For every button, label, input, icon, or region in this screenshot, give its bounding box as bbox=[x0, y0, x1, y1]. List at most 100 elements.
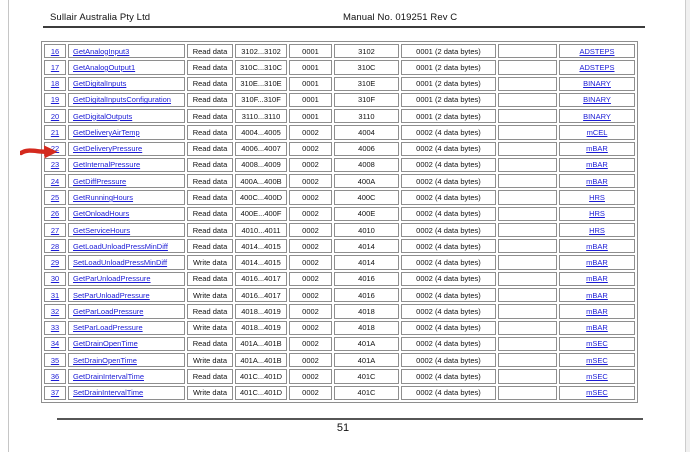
table-row: 26 GetOnloadHours Read data 400E...400F 0002… bbox=[44, 206, 635, 221]
unit-link[interactable]: mBAR bbox=[586, 160, 608, 170]
row-index-link[interactable]: 19 bbox=[50, 95, 60, 105]
unit-link[interactable]: HRS bbox=[589, 209, 605, 219]
address-range-cell: 4018...4019 bbox=[235, 304, 287, 319]
function-name-link[interactable]: GetParLoadPressure bbox=[73, 306, 144, 316]
unit-link[interactable]: mSEC bbox=[586, 339, 608, 349]
row-index-link[interactable]: 26 bbox=[50, 209, 60, 219]
unit-link[interactable]: mCEL bbox=[586, 127, 608, 137]
row-index-link[interactable]: 18 bbox=[50, 79, 60, 89]
empty-cell bbox=[498, 109, 557, 124]
function-name-link[interactable]: GetOnloadHours bbox=[73, 209, 130, 219]
function-name-link[interactable]: GetDigitalInputs bbox=[73, 79, 127, 89]
register-count-cell: 0002 bbox=[289, 141, 332, 156]
access-type-cell: Read data bbox=[187, 174, 233, 189]
function-name-link[interactable]: SetLoadUnloadPressMinDiff bbox=[73, 258, 168, 268]
row-index-link[interactable]: 23 bbox=[50, 160, 60, 170]
row-index-link[interactable]: 22 bbox=[50, 144, 60, 154]
function-name-link[interactable]: GetDiffPressure bbox=[73, 176, 127, 186]
row-index-link[interactable]: 37 bbox=[50, 388, 60, 398]
row-index-link[interactable]: 17 bbox=[50, 62, 60, 72]
function-name-link[interactable]: GetLoadUnloadPressMinDiff bbox=[73, 241, 168, 251]
cell-name: GetDeliveryAirTemp bbox=[68, 125, 185, 140]
access-type-cell: Read data bbox=[187, 60, 233, 75]
unit-link[interactable]: mBAR bbox=[586, 258, 608, 268]
address-range-cell: 310F...310F bbox=[235, 92, 287, 108]
cell-name: SetDrainOpenTime bbox=[68, 353, 185, 368]
register-count-cell: 0002 bbox=[289, 353, 332, 368]
function-name-link[interactable]: GetDigitalOutputs bbox=[73, 111, 133, 121]
function-name-link[interactable]: GetInternalPressure bbox=[73, 160, 141, 170]
start-address-cell: 3110 bbox=[334, 109, 399, 124]
cell-name: GetParUnloadPressure bbox=[68, 271, 185, 286]
address-range-cell: 400E...400F bbox=[235, 206, 287, 221]
function-name-link[interactable]: GetAnalogInput3 bbox=[73, 46, 130, 56]
table-row: 29 SetLoadUnloadPressMinDiff Write data 401… bbox=[44, 255, 635, 270]
unit-link[interactable]: mBAR bbox=[586, 144, 608, 154]
unit-link[interactable]: mSEC bbox=[586, 355, 608, 365]
unit-link[interactable]: mBAR bbox=[586, 274, 608, 284]
table-row: 35 SetDrainOpenTime Write data 401A...401B 0… bbox=[44, 353, 635, 368]
unit-link[interactable]: mBAR bbox=[586, 290, 608, 300]
row-index-link[interactable]: 31 bbox=[50, 290, 60, 300]
function-name-link[interactable]: SetParUnloadPressure bbox=[73, 290, 150, 300]
row-index-link[interactable]: 28 bbox=[50, 241, 60, 251]
data-length-cell: 0002 (4 data bytes) bbox=[401, 190, 496, 205]
address-range-cell: 4004...4005 bbox=[235, 125, 287, 140]
row-index-link[interactable]: 29 bbox=[50, 258, 60, 268]
row-index-link[interactable]: 34 bbox=[50, 339, 60, 349]
unit-link[interactable]: mBAR bbox=[586, 323, 608, 333]
function-name-link[interactable]: GetDeliveryAirTemp bbox=[73, 127, 140, 137]
unit-link[interactable]: mBAR bbox=[586, 241, 608, 251]
unit-link[interactable]: BINARY bbox=[583, 79, 611, 89]
access-type-cell: Read data bbox=[187, 76, 233, 91]
access-type-cell: Read data bbox=[187, 271, 233, 286]
table-row: 18 GetDigitalInputs Read data 310E...310E 00… bbox=[44, 76, 635, 91]
table-row: 22 GetDeliveryPressure Read data 4006...400… bbox=[44, 141, 635, 156]
function-name-link[interactable]: GetAnalogOutput1 bbox=[73, 62, 136, 72]
function-name-link[interactable]: GetDigitalInputsConfiguration bbox=[73, 95, 171, 105]
function-name-link[interactable]: GetServiceHours bbox=[73, 225, 131, 235]
page-right-edge-strip bbox=[685, 0, 690, 452]
unit-link[interactable]: mSEC bbox=[586, 388, 608, 398]
row-index-link[interactable]: 21 bbox=[50, 127, 60, 137]
unit-link[interactable]: HRS bbox=[589, 193, 605, 203]
row-index-link[interactable]: 32 bbox=[50, 306, 60, 316]
function-name-link[interactable]: SetDrainIntervalTime bbox=[73, 388, 144, 398]
function-name-link[interactable]: SetDrainOpenTime bbox=[73, 355, 137, 365]
cell-num: 24 bbox=[44, 174, 66, 189]
function-name-link[interactable]: GetDrainIntervalTime bbox=[73, 371, 144, 381]
unit-link[interactable]: ADSTEPS bbox=[579, 46, 615, 56]
row-index-link[interactable]: 35 bbox=[50, 355, 60, 365]
unit-link[interactable]: HRS bbox=[589, 225, 605, 235]
function-name-link[interactable]: GetParUnloadPressure bbox=[73, 274, 151, 284]
address-range-cell: 4014...4015 bbox=[235, 255, 287, 270]
unit-link[interactable]: mBAR bbox=[586, 176, 608, 186]
unit-link[interactable]: mSEC bbox=[586, 371, 608, 381]
empty-cell bbox=[498, 76, 557, 91]
row-index-link[interactable]: 24 bbox=[50, 176, 60, 186]
row-index-link[interactable]: 33 bbox=[50, 323, 60, 333]
unit-link[interactable]: mBAR bbox=[586, 306, 608, 316]
function-name-link[interactable]: GetRunningHours bbox=[73, 193, 134, 203]
register-count-cell: 0002 bbox=[289, 369, 332, 384]
unit-link[interactable]: BINARY bbox=[583, 111, 611, 121]
function-name-link[interactable]: GetDeliveryPressure bbox=[73, 144, 143, 154]
register-count-cell: 0002 bbox=[289, 271, 332, 286]
unit-link[interactable]: BINARY bbox=[583, 95, 611, 105]
address-range-cell: 4016...4017 bbox=[235, 287, 287, 303]
function-name-link[interactable]: GetDrainOpenTime bbox=[73, 339, 138, 349]
cell-unit: mSEC bbox=[559, 336, 635, 352]
address-range-cell: 310E...310E bbox=[235, 76, 287, 91]
access-type-cell: Write data bbox=[187, 320, 233, 335]
cell-name: GetDrainOpenTime bbox=[68, 336, 185, 352]
access-type-cell: Write data bbox=[187, 353, 233, 368]
function-name-link[interactable]: SetParLoadPressure bbox=[73, 323, 143, 333]
row-index-link[interactable]: 27 bbox=[50, 225, 60, 235]
row-index-link[interactable]: 20 bbox=[50, 111, 60, 121]
row-index-link[interactable]: 30 bbox=[50, 274, 60, 284]
row-index-link[interactable]: 36 bbox=[50, 371, 60, 381]
row-index-link[interactable]: 16 bbox=[50, 46, 60, 56]
row-index-link[interactable]: 25 bbox=[50, 193, 60, 203]
unit-link[interactable]: ADSTEPS bbox=[579, 62, 615, 72]
table-row: 32 GetParLoadPressure Read data 4018...4019… bbox=[44, 304, 635, 319]
